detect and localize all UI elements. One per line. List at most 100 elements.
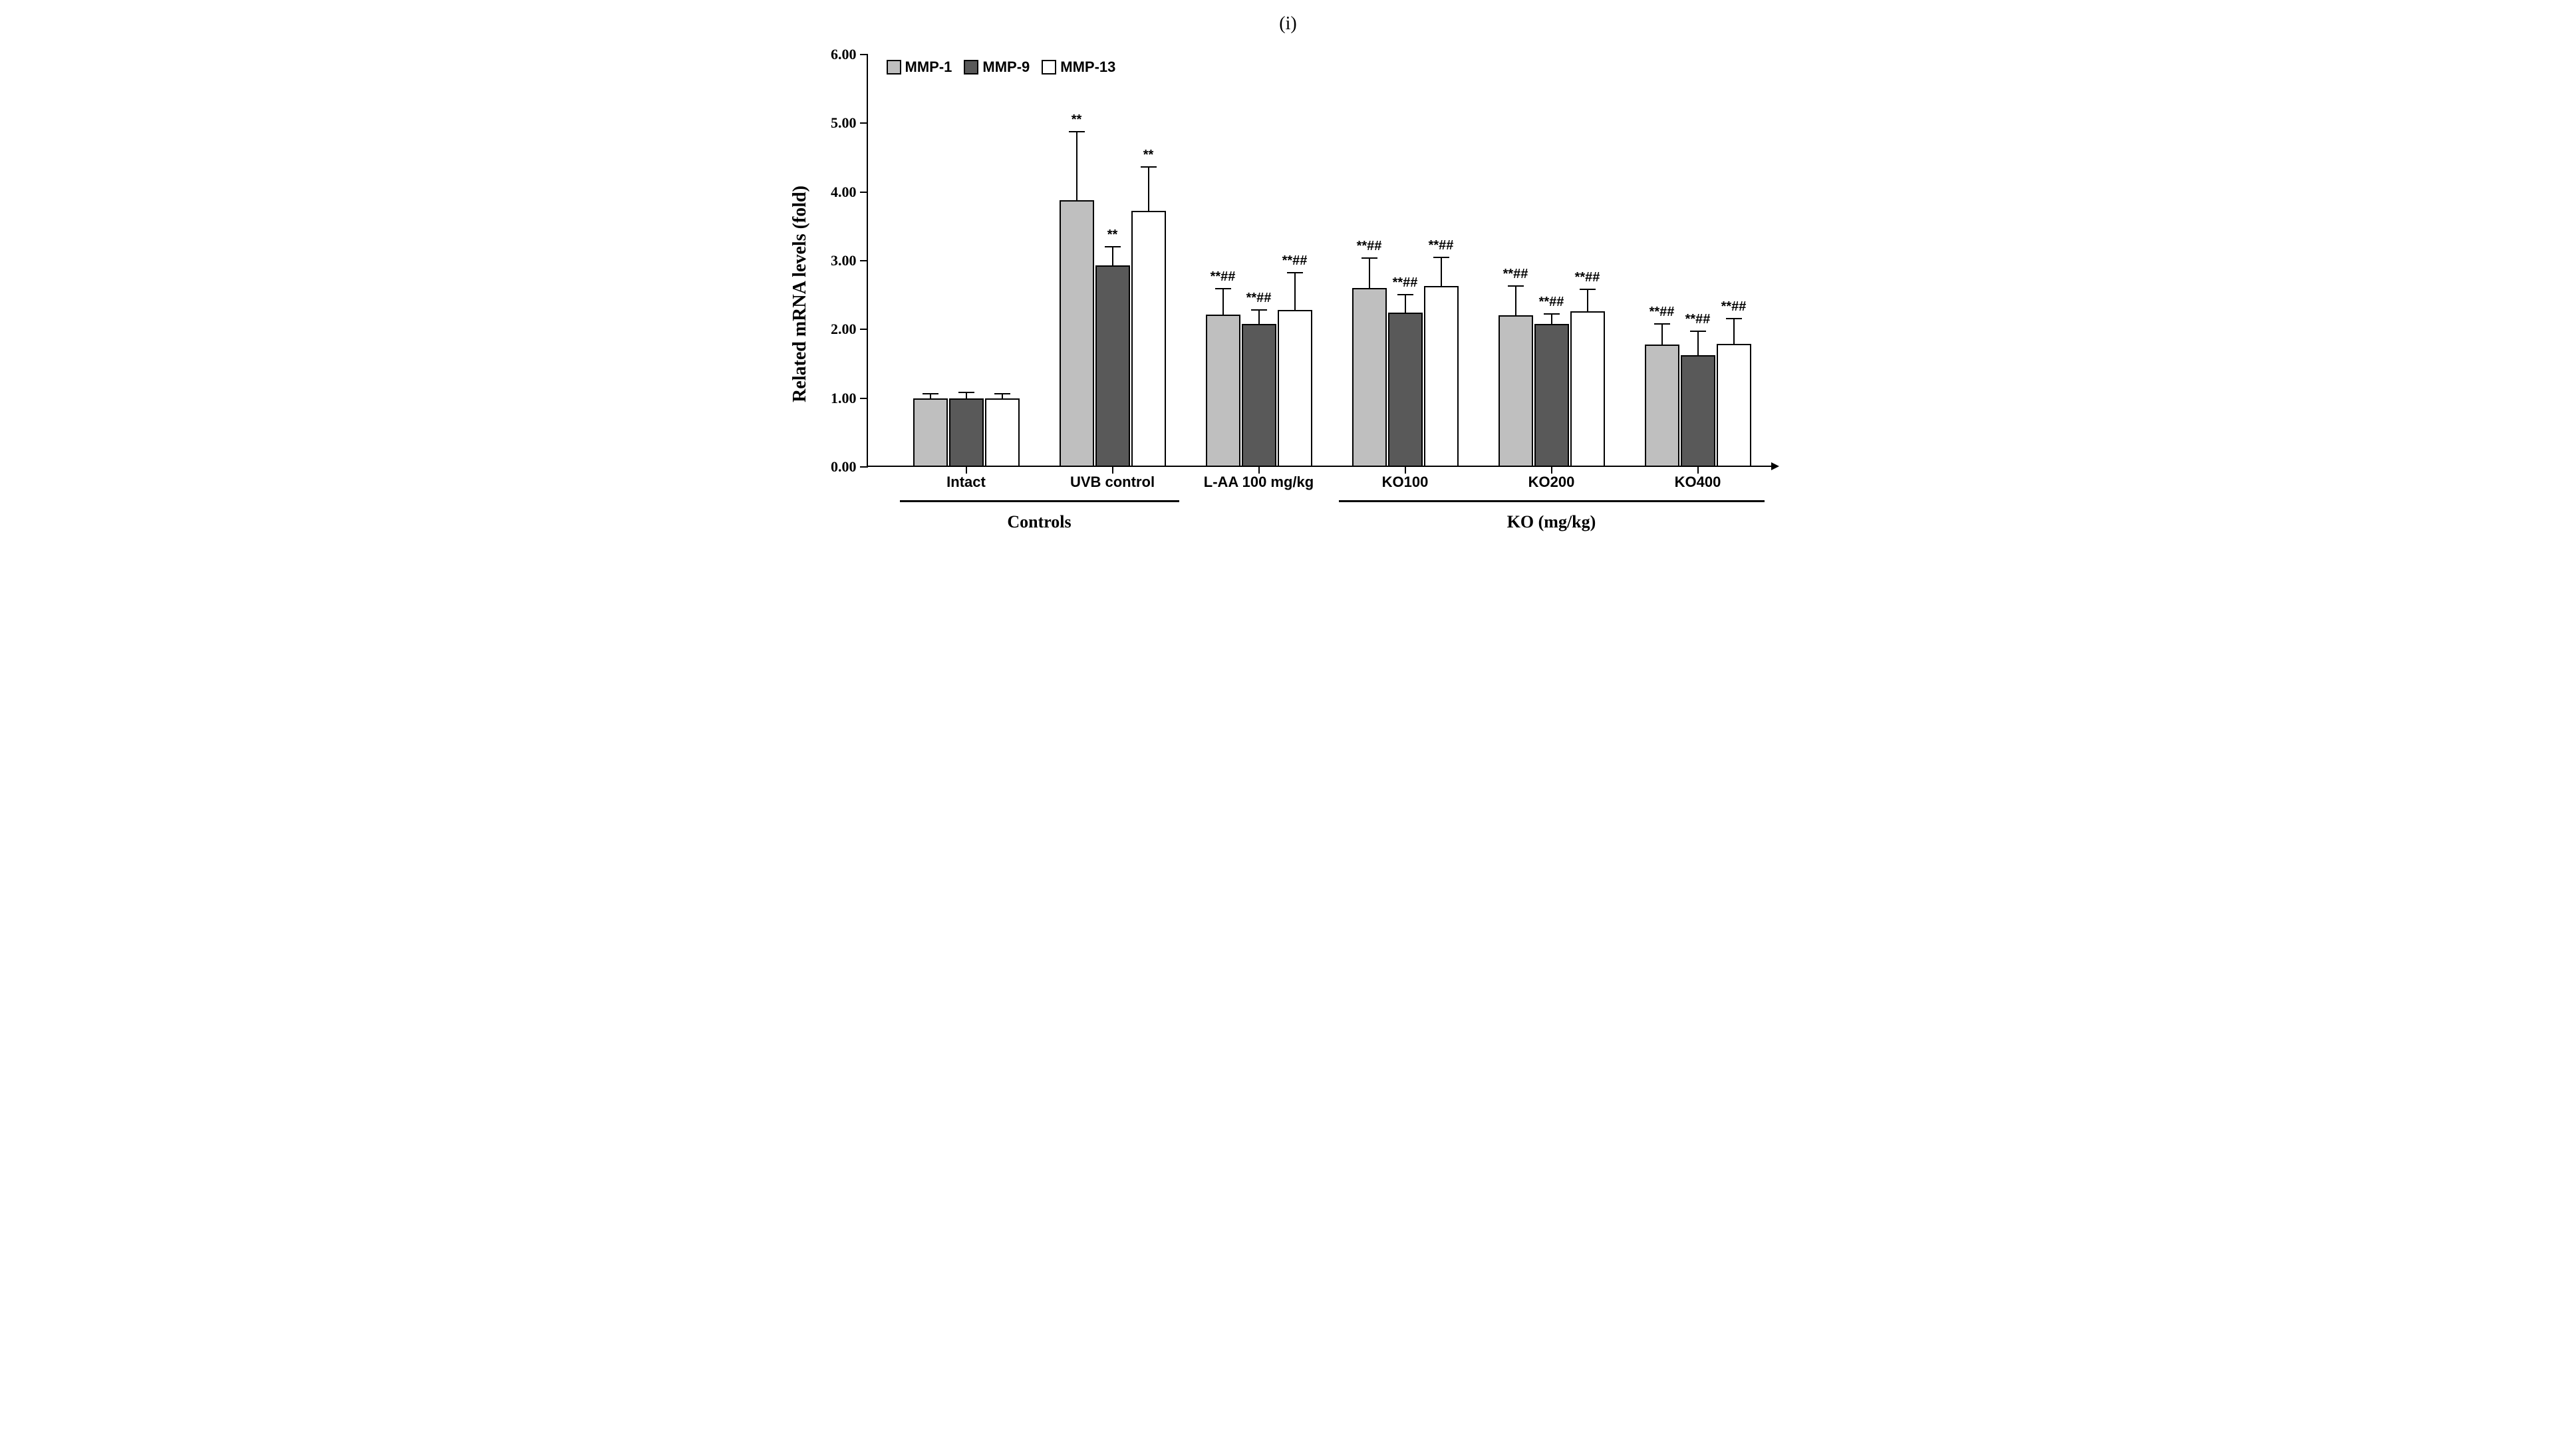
bar xyxy=(1645,345,1679,467)
significance-annotation: **## xyxy=(1575,270,1600,285)
bar xyxy=(1060,200,1094,467)
error-cap xyxy=(1544,313,1560,315)
y-tick xyxy=(860,260,868,261)
x-tick xyxy=(966,467,967,474)
error-bar xyxy=(1294,273,1296,311)
error-cap xyxy=(958,392,974,393)
significance-annotation: **## xyxy=(1721,299,1747,315)
bar-group: ** ** ** xyxy=(1060,55,1166,467)
y-tick xyxy=(860,466,868,468)
bar xyxy=(1131,211,1166,467)
error-cap xyxy=(1726,318,1742,319)
y-tick-label: 6.00 xyxy=(817,46,857,63)
legend-swatch xyxy=(887,60,901,74)
bar xyxy=(1499,315,1533,467)
x-tick xyxy=(1112,467,1113,474)
x-category-label: Intact xyxy=(946,474,986,491)
group-rule xyxy=(900,500,1179,502)
significance-annotation: ** xyxy=(1107,227,1118,243)
significance-annotation: **## xyxy=(1429,238,1454,253)
significance-annotation: **## xyxy=(1685,312,1711,327)
x-tick xyxy=(1551,467,1552,474)
bar-group xyxy=(913,55,1020,467)
y-axis-label: Related mRNA levels (fold) xyxy=(789,186,811,402)
error-cap xyxy=(1397,294,1413,295)
error-bar xyxy=(1258,310,1260,324)
group-rule-label: Controls xyxy=(1007,512,1071,532)
x-tick xyxy=(1697,467,1699,474)
bar xyxy=(1570,311,1605,467)
bar-group: **## **## **## xyxy=(1645,55,1751,467)
error-cap xyxy=(1654,323,1670,325)
error-bar xyxy=(1551,314,1552,325)
error-cap xyxy=(1508,285,1524,287)
significance-annotation: **## xyxy=(1357,239,1382,254)
error-cap xyxy=(1215,288,1231,289)
error-cap xyxy=(923,393,938,394)
error-bar xyxy=(1112,247,1113,265)
significance-annotation: ** xyxy=(1072,112,1082,128)
group-rule-label: KO (mg/kg) xyxy=(1507,512,1596,532)
x-category-label: L-AA 100 mg/kg xyxy=(1204,474,1314,491)
x-category-label: KO400 xyxy=(1675,474,1721,491)
x-tick xyxy=(1405,467,1406,474)
significance-annotation: **## xyxy=(1246,291,1272,306)
error-bar xyxy=(1369,258,1370,288)
error-bar xyxy=(1222,289,1224,314)
y-tick xyxy=(860,122,868,124)
bar xyxy=(1242,324,1276,467)
bar-group: **## **## **## xyxy=(1352,55,1459,467)
y-tick-label: 3.00 xyxy=(817,252,857,269)
y-tick-label: 5.00 xyxy=(817,114,857,132)
significance-annotation: **## xyxy=(1539,295,1564,310)
error-cap xyxy=(1069,131,1085,132)
bar xyxy=(1534,324,1569,467)
y-tick xyxy=(860,329,868,330)
chart-area: Related mRNA levels (fold) MMP-1MMP-9MMP… xyxy=(774,41,1803,547)
error-bar xyxy=(1697,331,1699,355)
bar xyxy=(1717,344,1751,467)
error-cap xyxy=(1141,166,1157,168)
error-bar xyxy=(1076,132,1077,200)
bar-group: **## **## **## xyxy=(1206,55,1312,467)
error-cap xyxy=(1105,246,1121,247)
error-bar xyxy=(966,392,967,398)
bar xyxy=(1206,315,1240,467)
y-tick-label: 1.00 xyxy=(817,390,857,407)
significance-annotation: ** xyxy=(1143,148,1154,163)
y-tick xyxy=(860,192,868,193)
bar-group: **## **## **## xyxy=(1499,55,1605,467)
x-category-label: KO200 xyxy=(1528,474,1575,491)
y-tick xyxy=(860,398,868,399)
error-bar xyxy=(1515,286,1516,315)
y-tick-label: 0.00 xyxy=(817,458,857,476)
error-cap xyxy=(1251,309,1267,311)
group-rule xyxy=(1339,500,1765,502)
error-cap xyxy=(1361,257,1377,259)
bar xyxy=(1278,310,1312,467)
x-category-label: UVB control xyxy=(1070,474,1155,491)
error-bar xyxy=(1148,167,1149,210)
error-cap xyxy=(1433,257,1449,258)
x-tick xyxy=(1258,467,1260,474)
x-category-label: KO100 xyxy=(1382,474,1429,491)
x-axis-arrow xyxy=(1771,462,1779,470)
error-bar xyxy=(1405,295,1406,313)
bar xyxy=(1424,286,1459,467)
error-bar xyxy=(1733,319,1735,344)
panel-label: (i) xyxy=(774,13,1803,35)
plot-region: MMP-1MMP-9MMP-13 0.001.002.003.004.005.0… xyxy=(867,55,1771,467)
significance-annotation: **## xyxy=(1393,275,1418,291)
significance-annotation: **## xyxy=(1649,305,1675,320)
error-bar xyxy=(1587,289,1588,311)
significance-annotation: **## xyxy=(1282,253,1308,269)
figure-container: (i) Related mRNA levels (fold) MMP-1MMP-… xyxy=(774,0,1803,573)
error-cap xyxy=(994,393,1010,394)
error-bar xyxy=(1441,257,1442,286)
legend-swatch xyxy=(1042,60,1056,74)
y-tick xyxy=(860,54,868,55)
bar xyxy=(1352,288,1387,467)
y-tick-label: 4.00 xyxy=(817,184,857,201)
significance-annotation: **## xyxy=(1211,269,1236,285)
significance-annotation: **## xyxy=(1503,267,1528,282)
